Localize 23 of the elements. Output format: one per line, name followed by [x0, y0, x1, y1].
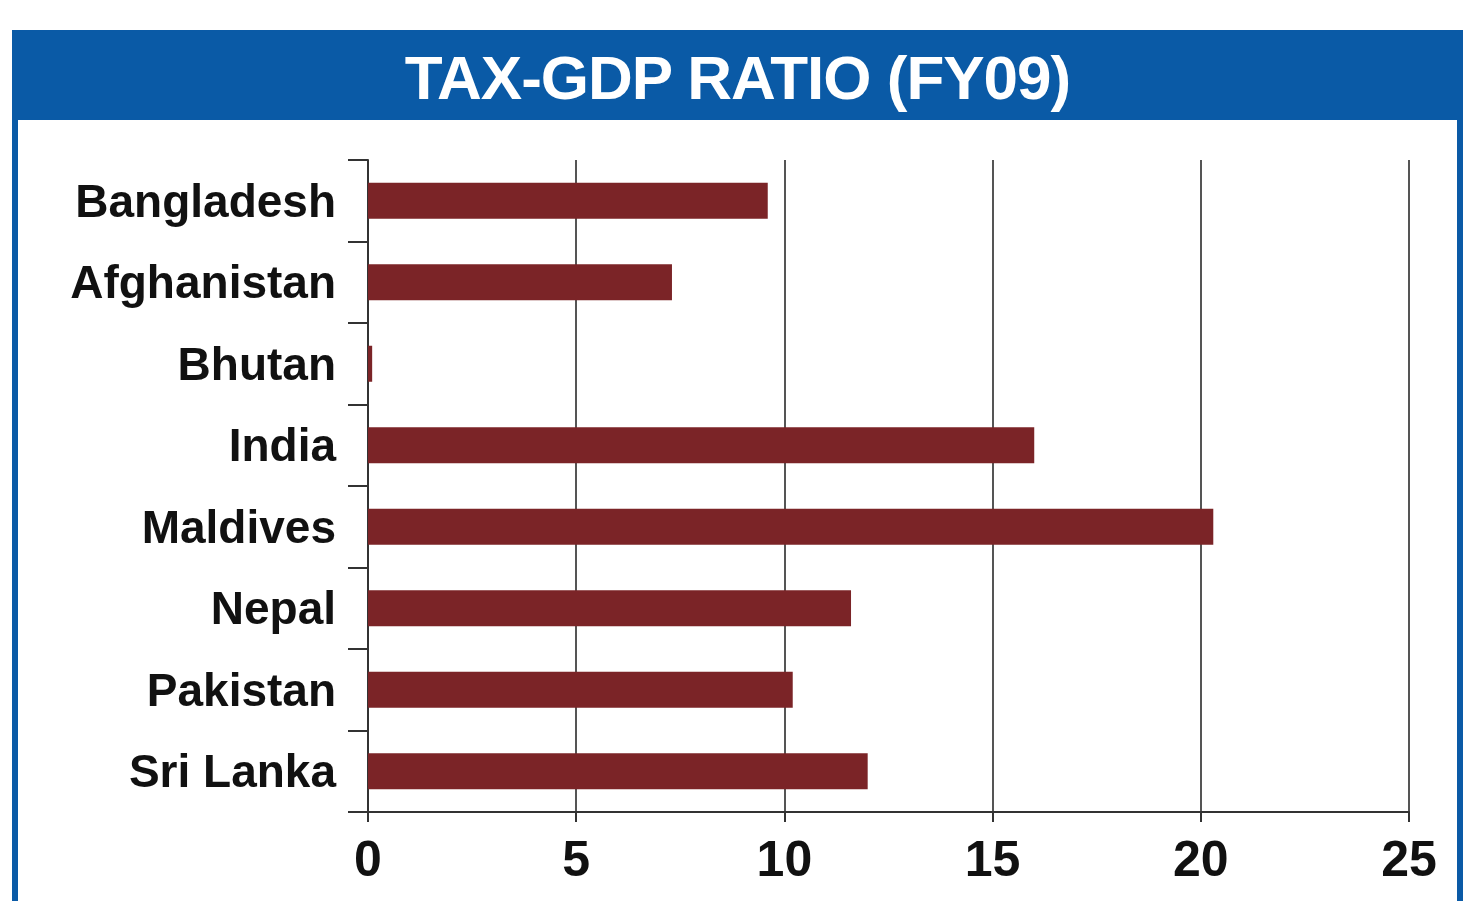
x-tick-label: 25: [1381, 831, 1437, 887]
y-tick-label: Bangladesh: [75, 174, 336, 227]
bar: [368, 264, 672, 301]
x-tick-label: 10: [756, 831, 813, 887]
y-tick-label: Nepal: [210, 582, 336, 635]
bar: [368, 508, 1214, 545]
y-tick-label: Maldives: [141, 500, 336, 553]
y-tick-label: India: [228, 419, 337, 472]
x-tick-label: 15: [964, 831, 1021, 887]
x-tick-label: 5: [562, 831, 591, 887]
bar: [368, 753, 868, 790]
bar: [368, 345, 373, 382]
bar: [368, 427, 1035, 464]
x-tick-label: 20: [1172, 831, 1229, 887]
y-tick-label: Pakistan: [146, 663, 336, 716]
bar: [368, 671, 793, 708]
y-tick-label: Bhutan: [177, 337, 336, 390]
bar: [368, 182, 768, 219]
chart-title: TAX-GDP RATIO (FY09): [18, 36, 1457, 120]
bar: [368, 590, 852, 627]
x-tick-label: 0: [354, 831, 382, 887]
y-tick-label: Afghanistan: [70, 256, 336, 309]
y-tick-label: Sri Lanka: [128, 745, 337, 798]
